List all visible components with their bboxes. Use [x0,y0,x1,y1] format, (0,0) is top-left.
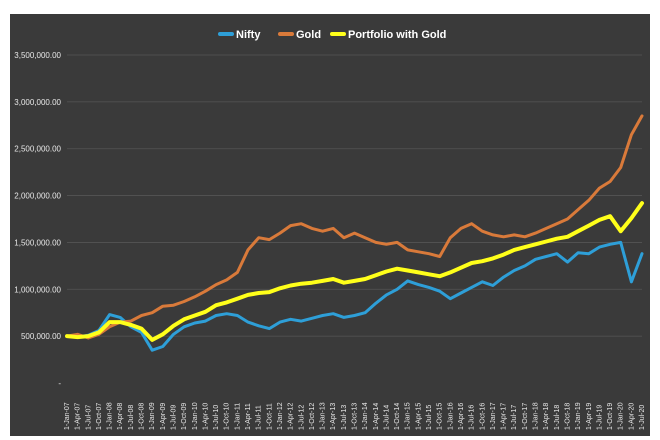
x-tick-label: 1-Jul-11 [256,405,263,430]
x-tick-label: 1-Oct-13 [352,403,359,430]
x-tick-label: 1-Oct-11 [266,403,273,430]
x-tick-label: 1-Oct-12 [309,403,316,430]
legend-label-nifty: Nifty [236,29,261,41]
x-tick-label: 1-Jul-16 [469,405,476,430]
x-tick-label: 1-Jul-17 [511,405,518,430]
x-tick-label: 1-Apr-13 [330,403,337,430]
x-tick-label: 1-Oct-16 [479,403,486,430]
x-tick-label: 1-Jul-14 [383,405,390,430]
x-tick-label: 1-Jan-17 [490,402,497,430]
x-tick-label: 1-Apr-09 [160,403,167,430]
x-tick-label: 1-Apr-08 [117,403,124,430]
legend-label-gold: Gold [296,29,321,41]
x-tick-label: 1-Apr-17 [501,403,508,430]
x-tick-label: 1-Jan-07 [64,402,71,430]
y-tick-label: 2,000,000.00 [14,192,61,201]
x-tick-label: 1-Apr-15 [415,403,422,430]
legend-label-portfolio-with-gold: Portfolio with Gold [348,29,446,41]
x-tick-label: 1-Jul-18 [554,405,561,430]
x-tick-label: 1-Oct-18 [564,403,571,430]
x-tick-label: 1-Jan-12 [277,402,284,430]
x-tick-label: 1-Apr-19 [586,403,593,430]
x-tick-label: 1-Apr-16 [458,403,465,430]
x-tick-label: 1-Jul-19 [596,405,603,430]
y-tick-label: - [58,379,61,388]
y-axis-tick-labels: - 500,000.00 1,000,000.00 1,500,000.00 2,000… [14,51,61,388]
x-tick-label: 1-Oct-09 [181,403,188,430]
x-tick-label: 1-Oct-07 [96,403,103,430]
x-tick-label: 1-Oct-17 [522,403,529,430]
y-tick-label: 500,000.00 [21,332,62,341]
x-tick-label: 1-Jan-19 [575,402,582,430]
x-tick-label: 1-Apr-11 [245,403,252,430]
x-tick-label: 1-Oct-15 [437,403,444,430]
x-tick-label: 1-Jul-15 [426,405,433,430]
chart-area [10,14,650,436]
x-tick-label: 1-Jan-09 [149,402,156,430]
x-tick-label: 1-Jan-08 [107,402,114,430]
y-tick-label: 2,500,000.00 [14,145,61,154]
x-tick-label: 1-Apr-20 [628,403,635,430]
x-tick-label: 1-Jan-14 [362,402,369,430]
x-tick-label: 1-Jul-07 [85,405,92,430]
x-tick-label: 1-Apr-10 [202,403,209,430]
y-tick-label: 1,500,000.00 [14,238,61,247]
x-tick-label: 1-Jul-10 [213,405,220,430]
x-tick-label: 1-Jul-13 [341,405,348,430]
x-tick-label: 1-Jan-10 [192,402,199,430]
y-tick-label: 3,500,000.00 [14,51,61,60]
x-tick-label: 1-Apr-14 [373,403,380,430]
series-line-gold [65,114,644,340]
series-line-nifty [65,240,644,352]
x-tick-label: 1-Jan-15 [405,402,412,430]
x-tick-label: 1-Jan-16 [447,402,454,430]
y-tick-label: 1,000,000.00 [14,285,61,294]
x-tick-label: 1-Apr-18 [543,403,550,430]
x-tick-label: 1-Oct-08 [139,403,146,430]
x-tick-label: 1-Jan-13 [320,402,327,430]
x-tick-label: 1-Jan-11 [234,403,241,430]
y-tick-label: 3,000,000.00 [14,98,61,107]
x-tick-label: 1-Oct-19 [607,403,614,430]
series-line-portfolio-with-gold [65,201,644,342]
x-tick-label: 1-Jan-20 [618,402,625,430]
x-tick-label: 1-Oct-10 [224,403,231,430]
x-tick-label: 1-Oct-14 [394,403,401,430]
x-tick-label: 1-Apr-07 [75,403,82,430]
x-tick-label: 1-Jul-20 [639,405,646,430]
x-tick-label: 1-Jul-12 [298,405,305,430]
legend: Nifty Gold Portfolio with Gold [218,29,446,41]
x-axis-tick-labels: 1-Jan-07 1-Apr-07 1-Jul-07 1-Oct-07 1-Jan-08… [64,402,646,430]
x-tick-label: 1-Jan-18 [533,402,540,430]
series-lines [65,114,644,352]
x-tick-label: 1-Jul-09 [170,405,177,430]
x-tick-label: 1-Apr-12 [288,403,295,430]
x-tick-label: 1-Jul-08 [128,405,135,430]
